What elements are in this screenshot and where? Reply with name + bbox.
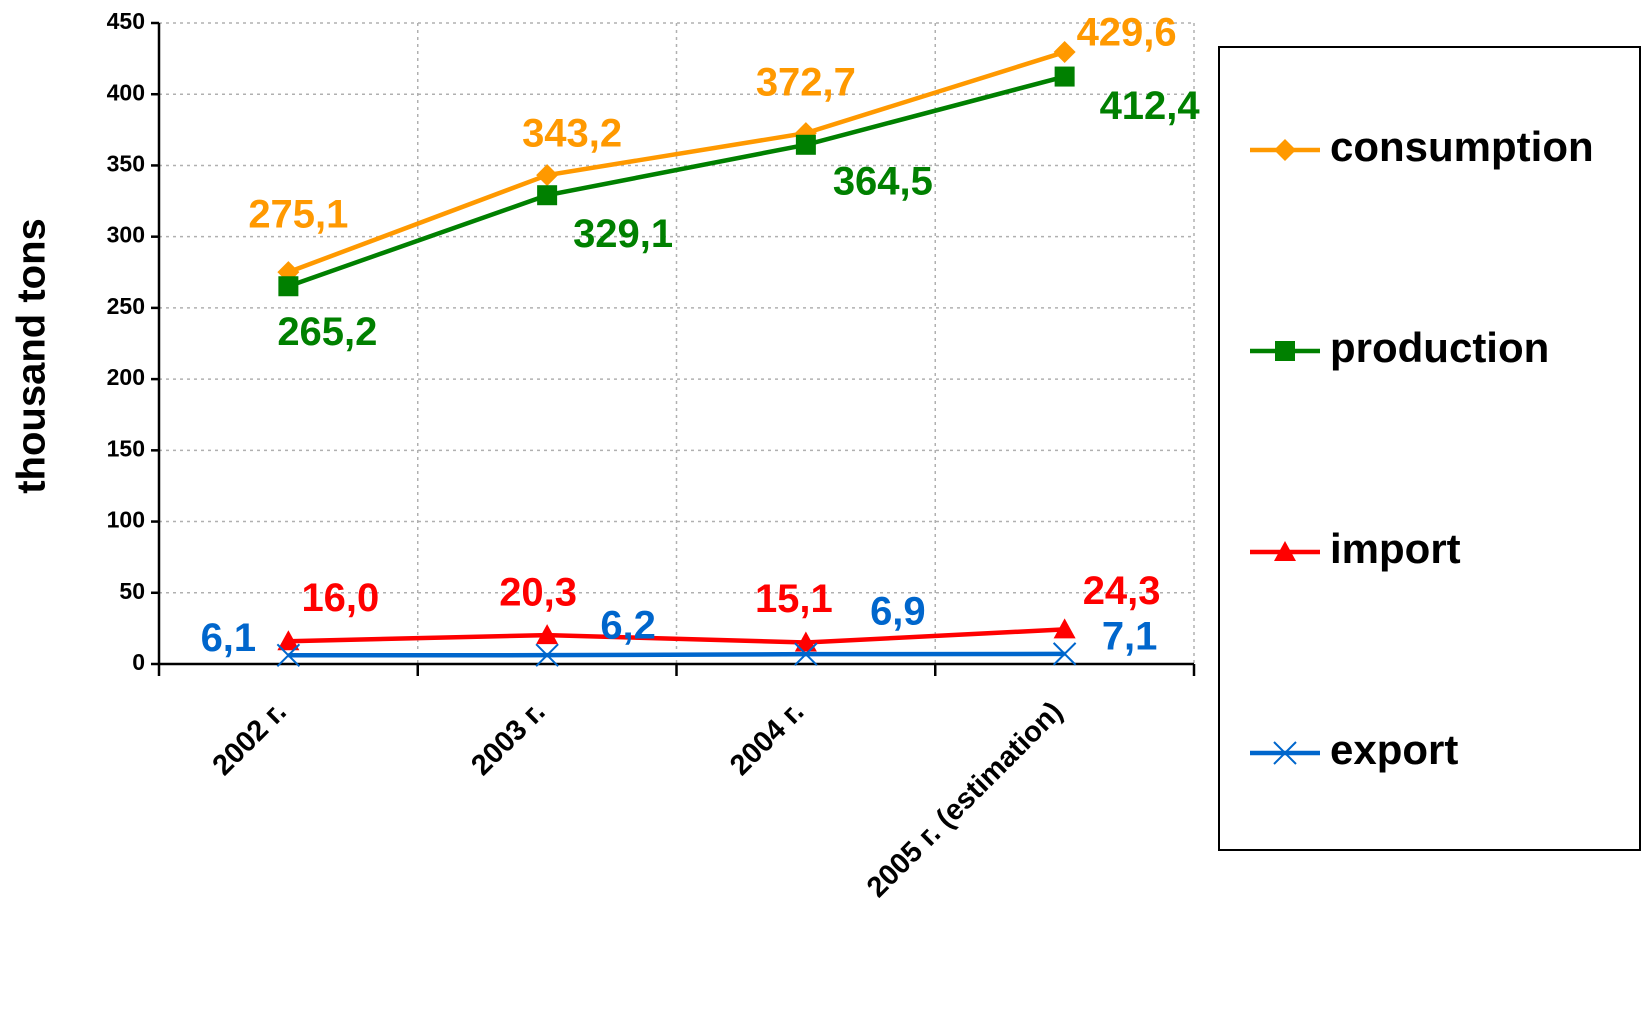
series-line <box>287 49 1066 275</box>
marker <box>1275 341 1295 361</box>
legend-box <box>1218 46 1641 851</box>
x-tick-label: 2005 г. (estimation) <box>861 696 1069 904</box>
marker <box>278 276 299 297</box>
marker <box>1052 642 1077 666</box>
data-label: 24,3 <box>1083 569 1161 613</box>
data-label: 429,6 <box>1077 11 1177 55</box>
data-label: 364,5 <box>833 159 933 203</box>
data-label: 6,1 <box>201 616 257 660</box>
series-line <box>288 651 1065 658</box>
marker <box>794 631 817 652</box>
x-tick-label: 2003 г. <box>465 696 551 782</box>
data-label: 412,4 <box>1100 84 1201 128</box>
y-tick-label: 300 <box>107 222 145 248</box>
y-axis-title: thousand tons <box>10 218 54 494</box>
marker <box>536 164 559 187</box>
data-label: 372,7 <box>756 61 856 105</box>
marker <box>276 643 301 668</box>
series: 275,1 343,2 372,7 429,6 consumption <box>248 11 1594 284</box>
data-label: 16,0 <box>301 576 379 620</box>
legend-label: import <box>1330 525 1461 572</box>
marker <box>794 642 818 666</box>
data-label: 265,2 <box>277 310 377 354</box>
data-label: 20,3 <box>499 571 577 615</box>
marker <box>277 630 300 651</box>
data-label: 15,1 <box>755 577 833 621</box>
x-tick-label: 2004 г. <box>724 696 810 782</box>
series: 16,0 20,3 15,1 24,3 import <box>277 525 1461 652</box>
y-tick-label: 50 <box>119 578 145 604</box>
data-label: 7,1 <box>1102 614 1158 658</box>
data-label: 343,2 <box>522 112 622 156</box>
marker <box>535 643 559 667</box>
legend-label: export <box>1330 726 1458 773</box>
data-label: 275,1 <box>248 193 348 237</box>
y-tick-label: 400 <box>107 79 145 105</box>
y-tick-label: 200 <box>107 364 145 390</box>
marker <box>1053 41 1076 64</box>
marker <box>1274 139 1296 161</box>
y-tick-label: 250 <box>107 293 145 319</box>
y-tick-label: 0 <box>132 649 145 675</box>
legend-label: consumption <box>1330 123 1594 170</box>
data-label: 6,2 <box>600 604 656 648</box>
y-tick-label: 100 <box>107 507 145 533</box>
marker <box>795 134 816 155</box>
y-tick-label: 350 <box>107 151 145 177</box>
series-line <box>288 627 1065 645</box>
marker <box>537 185 558 206</box>
series-line <box>287 74 1066 289</box>
y-tick-label: 450 <box>107 8 145 34</box>
y-tick-label: 150 <box>107 435 145 461</box>
marker <box>1053 618 1076 639</box>
marker <box>1274 541 1296 561</box>
data-label: 6,9 <box>870 590 926 634</box>
marker <box>1273 741 1297 765</box>
series: 265,2 329,1 364,5 412,4 production <box>277 66 1549 371</box>
data-label: 329,1 <box>573 212 673 256</box>
marker <box>536 624 559 645</box>
x-tick-label: 2002 г. <box>207 696 293 782</box>
marker <box>1054 66 1075 87</box>
legend-label: production <box>1330 324 1549 371</box>
series: 6,1 6,2 6,9 7,1 export <box>201 590 1459 773</box>
